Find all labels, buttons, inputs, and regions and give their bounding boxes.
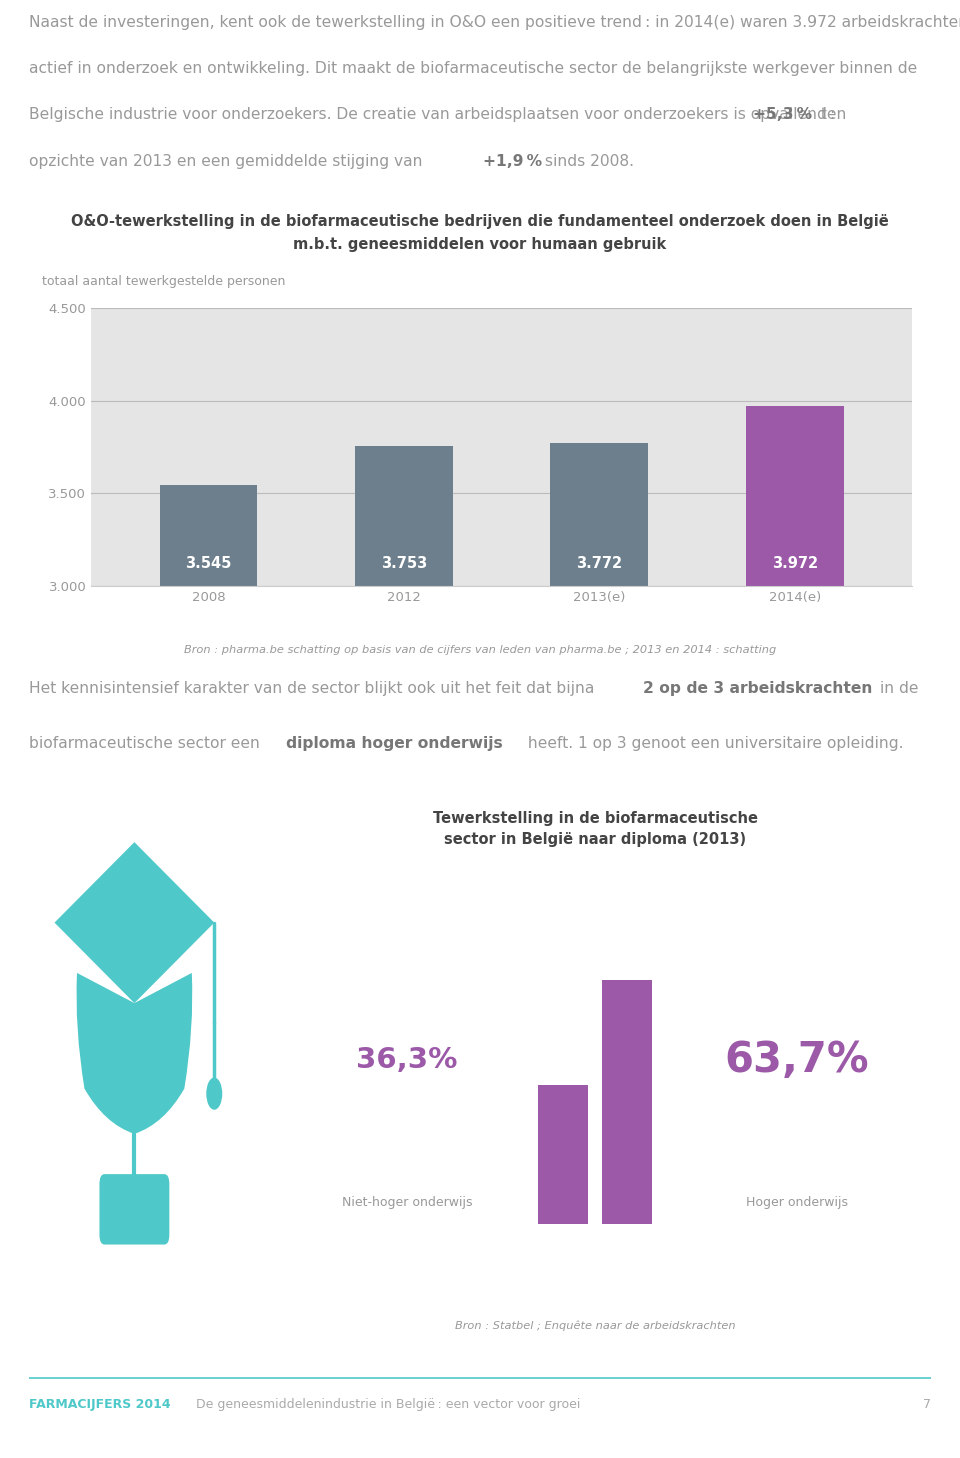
- Text: FARMACIJFERS 2014: FARMACIJFERS 2014: [29, 1398, 171, 1411]
- Text: 36,3%: 36,3%: [356, 1045, 458, 1075]
- Bar: [159, 486, 257, 1143]
- Text: actief in onderzoek en ontwikkeling. Dit maakt de biofarmaceutische sector de be: actief in onderzoek en ontwikkeling. Dit…: [29, 61, 917, 76]
- Bar: [355, 446, 453, 1143]
- Bar: [746, 405, 844, 1143]
- Text: 7: 7: [924, 1398, 931, 1411]
- Text: 63,7%: 63,7%: [725, 1040, 869, 1080]
- Text: heeft. 1 op 3 genoot een universitaire opleiding.: heeft. 1 op 3 genoot een universitaire o…: [523, 736, 903, 751]
- Text: 3.753: 3.753: [381, 557, 427, 572]
- Text: 2 op de 3 arbeidskrachten: 2 op de 3 arbeidskrachten: [643, 681, 873, 695]
- Text: Tewerkstelling in de biofarmaceutische
sector in België naar diploma (2013): Tewerkstelling in de biofarmaceutische s…: [433, 811, 757, 847]
- PathPatch shape: [77, 972, 192, 1134]
- Text: in de: in de: [876, 681, 919, 695]
- Text: Naast de investeringen, kent ook de tewerkstelling in O&O een positieve trend : : Naast de investeringen, kent ook de tewe…: [29, 15, 960, 29]
- Text: Bron : pharma.be schatting op basis van de cijfers van leden van pharma.be ; 201: Bron : pharma.be schatting op basis van …: [184, 644, 776, 655]
- Text: Bron : Statbel ; Enquête naar de arbeidskrachten: Bron : Statbel ; Enquête naar de arbeids…: [455, 1319, 735, 1331]
- Text: m.b.t. geneesmiddelen voor humaan gebruik: m.b.t. geneesmiddelen voor humaan gebrui…: [294, 238, 666, 252]
- Text: +1,9 %: +1,9 %: [483, 155, 541, 169]
- Text: Belgische industrie voor onderzoekers. De creatie van arbeidsplaatsen voor onder: Belgische industrie voor onderzoekers. D…: [29, 108, 840, 122]
- Text: totaal aantal tewerkgestelde personen: totaal aantal tewerkgestelde personen: [42, 274, 286, 287]
- Text: 3.972: 3.972: [772, 557, 818, 572]
- Text: sinds 2008.: sinds 2008.: [540, 155, 634, 169]
- Text: +5,3 %: +5,3 %: [753, 108, 811, 122]
- Text: opzichte van 2013 en een gemiddelde stijging van: opzichte van 2013 en een gemiddelde stij…: [29, 155, 427, 169]
- Bar: [550, 443, 648, 1143]
- FancyBboxPatch shape: [602, 980, 652, 1225]
- Text: ten: ten: [816, 108, 846, 122]
- Text: diploma hoger onderwijs: diploma hoger onderwijs: [286, 736, 503, 751]
- Circle shape: [206, 1077, 223, 1110]
- FancyBboxPatch shape: [100, 1174, 169, 1245]
- Text: 3.545: 3.545: [185, 557, 231, 572]
- Polygon shape: [55, 843, 214, 1003]
- Text: 3.772: 3.772: [576, 557, 622, 572]
- Text: biofarmaceutische sector een: biofarmaceutische sector een: [29, 736, 265, 751]
- Text: Het kennisintensief karakter van de sector blijkt ook uit het feit dat bijna: Het kennisintensief karakter van de sect…: [29, 681, 599, 695]
- FancyBboxPatch shape: [538, 1085, 588, 1225]
- Text: O&O-tewerkstelling in de biofarmaceutische bedrijven die fundamenteel onderzoek : O&O-tewerkstelling in de biofarmaceutisc…: [71, 214, 889, 229]
- Text: De geneesmiddelenindustrie in België : een vector voor groei: De geneesmiddelenindustrie in België : e…: [196, 1398, 580, 1411]
- Text: Niet-hoger onderwijs: Niet-hoger onderwijs: [342, 1196, 472, 1209]
- Text: Hoger onderwijs: Hoger onderwijs: [746, 1196, 848, 1209]
